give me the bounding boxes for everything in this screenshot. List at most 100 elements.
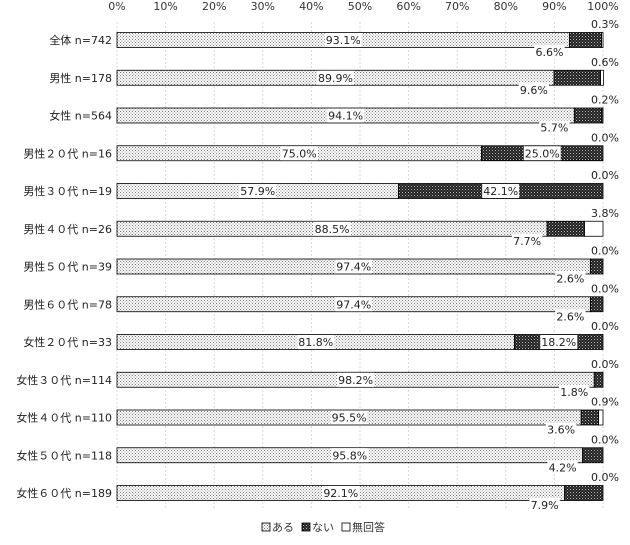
label-bg [482,184,520,198]
category-label: 女性６０代 n=189 [16,486,112,500]
data-label-aru: 57.9% [240,185,275,198]
bar-segment-nai [582,447,604,464]
data-label-nai: 2.6% [556,273,584,286]
bar-segment-mukaitou [584,220,604,237]
x-tick-label: 90% [542,0,566,13]
category-label: 女性 n=564 [49,109,112,123]
label-bg [539,120,570,135]
category-label: 男性５０代 n=39 [23,260,112,274]
data-label-nai: 3.6% [547,424,575,437]
x-tick-label: 70% [445,0,469,13]
legend-swatch [341,522,351,532]
data-label-aru: 98.2% [338,374,373,387]
legend-label: ある [272,521,294,534]
data-label-nai: 6.6% [535,46,563,59]
data-label-mukaitou: 0.0% [591,320,619,333]
x-tick-label: 30% [251,0,275,13]
data-label-mukaitou: 0.0% [591,131,619,144]
data-label-mukaitou: 0.0% [591,282,619,295]
x-tick-label: 100% [587,0,618,13]
category-label: 男性２０代 n=16 [23,146,112,160]
x-tick-label: 40% [299,0,323,13]
data-label-mukaitou: 0.9% [591,396,619,409]
data-label-aru: 89.9% [318,72,353,85]
category-label: 男性４０代 n=26 [23,222,112,236]
data-label-nai: 1.8% [560,386,588,399]
data-label-nai: 2.6% [556,310,584,323]
data-label-aru: 97.4% [336,261,371,274]
label-bg [335,297,373,312]
label-bg [545,422,577,437]
label-bg [280,146,318,161]
bar-segment-nai [546,220,585,237]
bar-segment-mukaitou [601,32,604,48]
data-label-aru: 75.0% [282,147,317,160]
label-bg [511,233,543,248]
data-label-nai: 7.9% [531,499,559,512]
data-label-aru: 81.8% [298,336,333,349]
bar-segment-nai [573,107,603,124]
legend-swatch [301,522,311,532]
data-label-mukaitou: 0.6% [591,56,619,69]
label-bg [322,486,360,500]
label-bg [559,384,590,399]
label-bg [316,70,354,85]
label-bg [337,372,375,387]
label-bg [534,45,565,59]
bar-segment-nai [564,485,604,501]
data-label-aru: 95.8% [332,449,367,462]
gridlines [116,22,604,508]
data-label-nai: 9.6% [520,84,548,97]
data-label-aru: 94.1% [328,110,363,123]
label-bg [518,82,550,97]
category-label: 女性５０代 n=118 [16,448,112,462]
category-label: 男性６０代 n=78 [23,297,112,311]
label-bg [330,410,368,425]
data-label-aru: 93.1% [326,34,361,47]
label-bg [297,335,335,349]
category-label: 男性 n=178 [49,71,112,85]
bar-segment-nai [553,69,601,86]
category-label: 全体 n=742 [49,33,112,47]
x-tick-label: 60% [396,0,420,13]
category-label: 女性２０代 n=33 [23,335,112,349]
legend: ある ない 無回答 [261,520,385,534]
data-label-nai: 5.7% [540,122,568,135]
data-label-nai: 18.2% [541,336,576,349]
label-bg [313,221,351,236]
bar-segment-nai [593,371,604,388]
data-label-mukaitou: 0.0% [591,358,619,371]
data-label-mukaitou: 0.0% [591,433,619,446]
label-bg [239,184,277,198]
data-label-aru: 92.1% [323,487,358,500]
label-bg [547,460,578,475]
bar-segment-nai [580,409,600,426]
label-bg [331,448,369,463]
bar-segment-mukaitou [601,107,604,124]
data-label-mukaitou: 0.2% [591,94,619,107]
data-label-aru: 97.4% [336,298,371,311]
data-label-mukaitou: 0.0% [591,169,619,182]
data-label-mukaitou: 0.3% [591,18,619,31]
data-labels: 93.1% 6.6% 0.3% 89.9% 9.6% 0.6% 94.1% 5.7% 0.2% 7… [239,18,619,512]
bar-segment-nai [569,32,602,48]
data-label-nai: 25.0% [525,147,560,160]
category-label: 女性３０代 n=114 [16,373,112,387]
label-bg [555,271,586,286]
data-label-mukaitou: 0.0% [591,471,619,484]
legend-swatch [261,522,271,532]
legend-label: ない [312,521,334,534]
data-label-nai: 4.2% [549,461,577,474]
category-label: 男性３０代 n=19 [23,184,112,198]
data-label-aru: 95.5% [332,412,367,425]
label-bg [335,259,373,274]
x-tick-label: 50% [348,0,372,13]
bar-segment-nai [589,296,604,313]
data-label-mukaitou: 3.8% [591,207,619,220]
label-bg [529,498,560,512]
data-label-nai: 42.1% [483,185,518,198]
data-label-mukaitou: 0.0% [591,245,619,258]
bar-segment-mukaitou [598,409,604,426]
bar-segment-nai [589,258,604,275]
x-tick-label: 20% [202,0,226,13]
